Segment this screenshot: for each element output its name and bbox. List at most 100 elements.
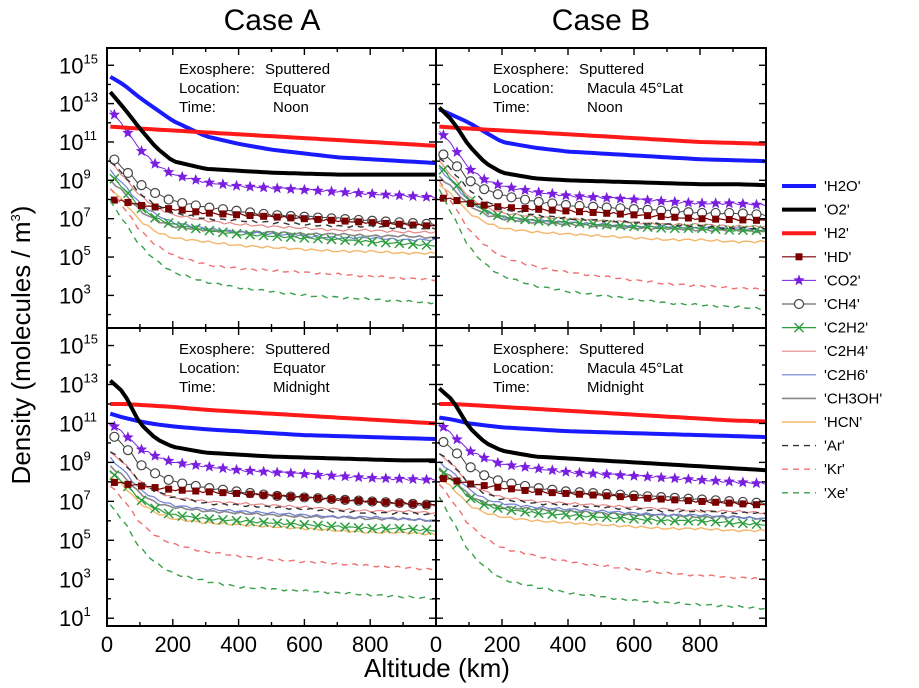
marker-square-2 xyxy=(138,482,146,490)
marker-star-12 xyxy=(271,182,283,194)
marker-circle-2 xyxy=(465,462,476,473)
marker-star-1 xyxy=(451,433,463,445)
marker-star-22 xyxy=(407,473,419,485)
marker-star-16 xyxy=(325,185,338,197)
marker-x-15 xyxy=(312,233,323,244)
marker-circle-2 xyxy=(136,460,147,471)
marker-x-11 xyxy=(258,230,269,241)
marker-square-21 xyxy=(725,216,733,224)
marker-square-13 xyxy=(287,493,295,501)
marker-square-22 xyxy=(409,221,417,229)
x-tick-label: 400 xyxy=(220,632,257,657)
marker-square-6 xyxy=(521,205,529,213)
x-tick-label: 200 xyxy=(154,632,191,657)
marker-square-7 xyxy=(535,205,543,213)
marker-star-6 xyxy=(190,459,202,470)
info-label: Exosphere: xyxy=(179,341,255,358)
marker-square-13 xyxy=(616,210,624,218)
marker-square-22 xyxy=(409,500,417,508)
marker-square-7 xyxy=(205,209,213,217)
info-value: Equator xyxy=(273,80,326,97)
info-value: Macula 45°Lat xyxy=(587,360,684,377)
series-line-co2 xyxy=(110,423,436,482)
panel-4-ticks: 0 200 400 600 800 xyxy=(430,328,767,657)
marker-x-12 xyxy=(272,518,283,529)
marker-square-8 xyxy=(219,210,227,218)
y-axis-title-main: Density (molecules / m xyxy=(6,221,36,484)
marker-square-21 xyxy=(725,499,733,507)
x-tick-label: 200 xyxy=(484,632,521,657)
series-line-c2h2 xyxy=(438,164,766,232)
info-value: Sputtered xyxy=(579,61,644,78)
markers-co2 xyxy=(108,108,433,202)
marker-x-16 xyxy=(656,222,667,233)
series-line-c2h6 xyxy=(109,456,436,522)
series-line-xe xyxy=(438,189,766,311)
marker-x-18 xyxy=(353,235,364,247)
legend-item-c2h4: 'C2H4' xyxy=(782,343,868,360)
marker-square-19 xyxy=(698,497,706,505)
marker-star-14 xyxy=(628,193,640,205)
marker-circle-3 xyxy=(479,184,490,195)
series-line-co2 xyxy=(438,130,766,207)
series-line-o2 xyxy=(108,90,436,177)
marker-x-12 xyxy=(601,512,612,523)
marker-x-3 xyxy=(150,503,161,514)
panel-4: 0 200 400 600 800 Exosphere: Sputtered Location… xyxy=(430,327,767,657)
marker-star-7 xyxy=(533,462,545,474)
marker-square-5 xyxy=(178,206,186,214)
marker-x-21 xyxy=(394,523,405,534)
info-value: Sputtered xyxy=(265,341,330,358)
marker-star-13 xyxy=(614,469,627,481)
marker-square-9 xyxy=(562,489,570,497)
y-axis-title-sup: 3 xyxy=(8,214,23,221)
marker-square-19 xyxy=(698,215,706,223)
marker-square-18 xyxy=(355,218,363,226)
marker-square-17 xyxy=(341,217,349,225)
marker-star-15 xyxy=(312,184,324,196)
marker-x-3 xyxy=(479,499,490,510)
y-tick-label: 105 xyxy=(59,243,91,270)
legend-item-c2h6: 'C2H6' xyxy=(782,367,868,384)
marker-x-0 xyxy=(109,470,120,481)
series-line-kr xyxy=(109,188,436,282)
series-line-ar xyxy=(109,161,436,231)
legend-item-o2: 'O2' xyxy=(782,202,850,219)
marker-x-16 xyxy=(326,234,337,245)
marker-star-22 xyxy=(407,190,419,202)
y-tick-label: 107 xyxy=(59,205,91,232)
marker-square-15 xyxy=(314,494,322,502)
marker-star-13 xyxy=(285,467,297,479)
series-line-xe xyxy=(438,496,766,610)
marker-x-6 xyxy=(190,223,201,234)
panel-4-info: Exosphere: Sputtered Location: Macula 45°La… xyxy=(493,341,684,396)
marker-square-18 xyxy=(684,497,692,505)
marker-square-15 xyxy=(644,212,652,220)
marker-x-7 xyxy=(533,508,544,519)
marker-square-2 xyxy=(138,201,146,209)
marker-star-2 xyxy=(135,443,148,455)
marker-star-1 xyxy=(451,146,463,157)
panel-3-info: Exosphere: Sputtered Location: Equator Time:… xyxy=(179,341,331,396)
marker-square-9 xyxy=(233,211,241,219)
marker-star-8 xyxy=(546,464,558,476)
marker-x-9 xyxy=(560,217,571,228)
legend-item-hd: 'HD' xyxy=(782,249,852,266)
marker-square-1 xyxy=(124,198,132,206)
marker-star-9 xyxy=(560,189,572,201)
marker-x-6 xyxy=(190,512,201,523)
info-label: Location: xyxy=(493,360,554,377)
marker-star-21 xyxy=(393,189,406,201)
marker-square-21 xyxy=(395,499,403,507)
info-label: Time: xyxy=(493,99,530,116)
marker-x-8 xyxy=(217,227,228,238)
marker-star-2 xyxy=(135,145,148,156)
panel-2-info: Exosphere: Sputtered Location: Macula 45°La… xyxy=(493,61,684,116)
marker-star-5 xyxy=(505,459,518,471)
legend-item-ch3oh: 'CH3OH' xyxy=(782,390,882,407)
legend-label: 'HCN' xyxy=(824,414,862,431)
marker-square-4 xyxy=(165,485,173,493)
marker-star-3 xyxy=(478,173,490,185)
series-line-h2 xyxy=(110,402,436,426)
marker-square-11 xyxy=(260,212,268,220)
